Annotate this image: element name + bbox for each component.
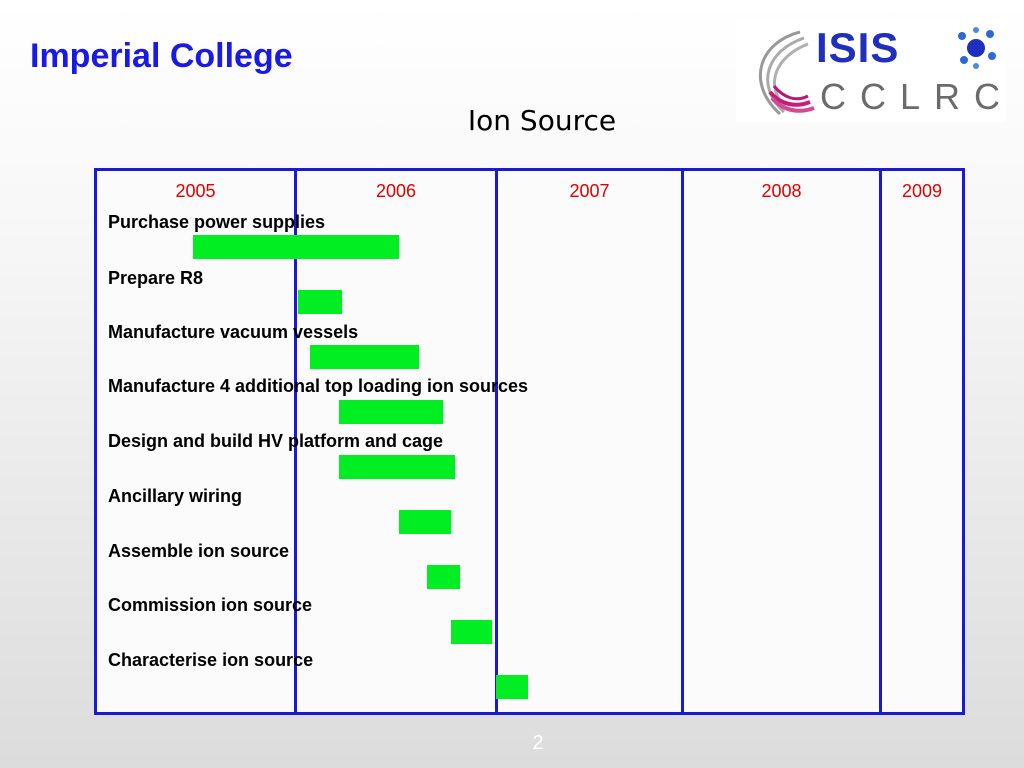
task-bar (339, 455, 455, 479)
task-label: Commission ion source (108, 595, 313, 615)
task-bar (310, 345, 419, 369)
task-label: Characterise ion source (108, 650, 314, 670)
task-label: Prepare R8 (108, 268, 204, 288)
atom-icon (958, 27, 996, 69)
year-header: 2006 (375, 181, 417, 201)
year-header: 2005 (175, 181, 216, 201)
year-header: 2008 (761, 181, 802, 201)
year-header: 2009 (901, 181, 943, 201)
task-label: Purchase power supplies (108, 212, 326, 232)
task-label: Design and build HV platform and cage (108, 431, 444, 451)
task-bar (427, 565, 460, 589)
task-label: Assemble ion source (108, 541, 290, 561)
isis-cclrc-logo: ISIS CCLRC (736, 18, 1006, 122)
task-bar (399, 510, 451, 534)
year-divider (294, 171, 297, 712)
page-number: 2 (532, 732, 544, 754)
task-label: Manufacture 4 additional top loading ion… (108, 376, 529, 396)
logo-isis-text: ISIS (816, 24, 900, 71)
task-bar (451, 620, 492, 644)
task-bar (339, 400, 443, 424)
year-divider (681, 171, 684, 712)
task-label: Ancillary wiring (108, 486, 243, 506)
gantt-chart: 2005 2006 2007 2008 2009 Purchase power … (94, 168, 965, 715)
task-bar (496, 675, 528, 699)
task-bar (193, 235, 399, 259)
year-header: 2007 (569, 181, 610, 201)
year-divider (879, 171, 882, 712)
task-label: Manufacture vacuum vessels (108, 322, 359, 342)
logo-swoosh-icon (758, 30, 815, 116)
logo-cclrc-text: CCLRC (820, 76, 1015, 117)
slide-title: Ion Source (467, 104, 617, 137)
task-bar (298, 290, 342, 314)
year-divider (495, 171, 498, 712)
organization-title: Imperial College (30, 37, 293, 75)
